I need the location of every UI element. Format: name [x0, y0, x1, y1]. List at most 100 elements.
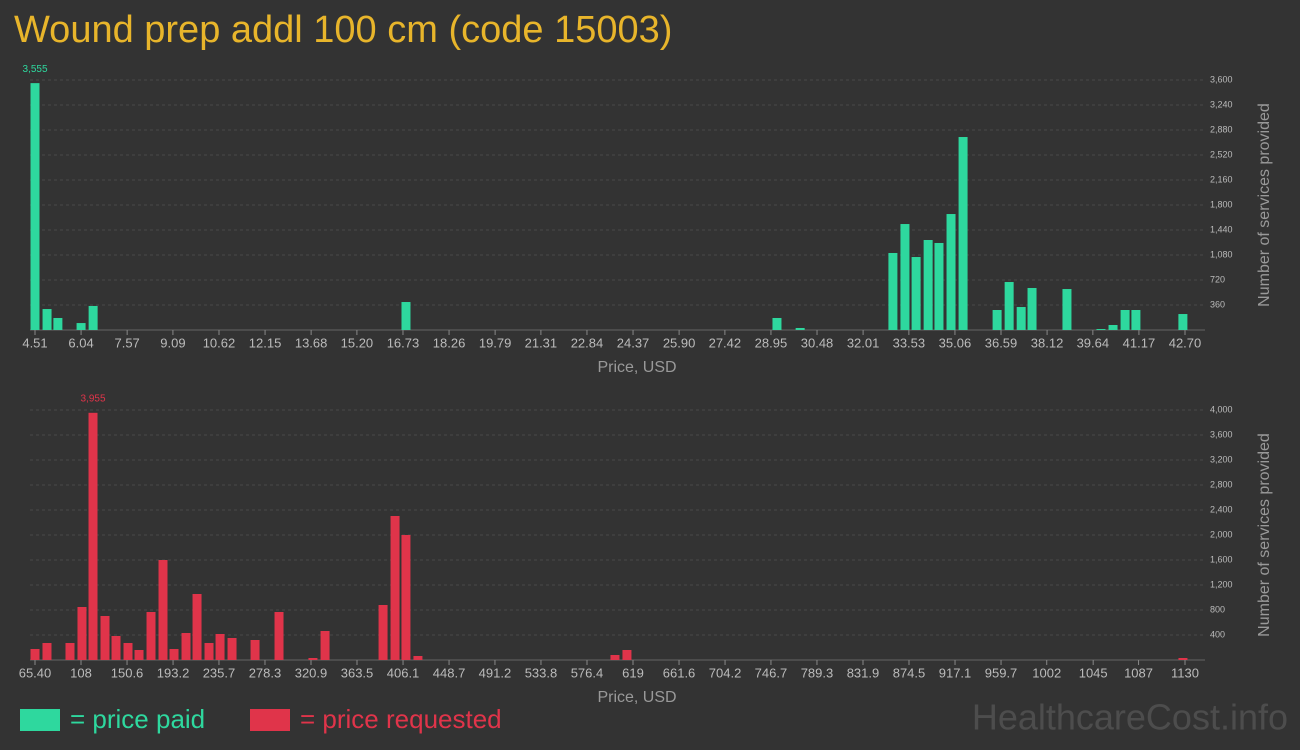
x-axis-label: Price, USD — [597, 689, 676, 706]
x-tick-label: 25.90 — [663, 335, 696, 350]
x-tick-label: 1087 — [1124, 665, 1153, 680]
bar — [88, 305, 98, 330]
x-tick-label: 39.64 — [1077, 335, 1110, 350]
x-tick-label: 406.1 — [387, 665, 420, 680]
bar — [227, 638, 237, 660]
watermark: HealthcareCost.info — [972, 697, 1288, 738]
x-tick-label: 1045 — [1079, 665, 1108, 680]
bar — [911, 257, 921, 330]
bar — [158, 560, 168, 660]
y-tick-label: 2,520 — [1210, 149, 1233, 159]
x-tick-label: 278.3 — [249, 665, 282, 680]
y-tick-label: 1,600 — [1210, 554, 1233, 564]
x-tick-label: 874.5 — [893, 665, 926, 680]
x-tick-label: 448.7 — [433, 665, 466, 680]
x-tick-label: 13.68 — [295, 335, 328, 350]
x-tick-label: 16.73 — [387, 335, 420, 350]
x-tick-label: 15.20 — [341, 335, 374, 350]
x-tick-label: 42.70 — [1169, 335, 1202, 350]
bar — [134, 650, 144, 660]
bar — [1096, 329, 1106, 330]
bar — [274, 612, 284, 660]
legend-swatch — [250, 709, 290, 731]
x-tick-label: 917.1 — [939, 665, 972, 680]
bar — [30, 83, 40, 330]
x-tick-label: 19.79 — [479, 335, 512, 350]
y-tick-label: 2,800 — [1210, 479, 1233, 489]
bar — [30, 649, 40, 660]
x-tick-label: 363.5 — [341, 665, 374, 680]
y-tick-label: 3,600 — [1210, 429, 1233, 439]
bar — [946, 214, 956, 330]
bar — [888, 252, 898, 330]
y-tick-label: 2,400 — [1210, 504, 1233, 514]
bar — [923, 240, 933, 330]
legend-label: = price requested — [300, 704, 502, 734]
x-tick-label: 491.2 — [479, 665, 512, 680]
x-tick-label: 533.8 — [525, 665, 558, 680]
bar — [76, 323, 86, 330]
bar — [1108, 325, 1118, 330]
x-tick-label: 27.42 — [709, 335, 742, 350]
bar — [100, 616, 110, 660]
y-tick-label: 2,000 — [1210, 529, 1233, 539]
x-tick-label: 108 — [70, 665, 92, 680]
bar — [378, 605, 388, 660]
bar — [169, 649, 179, 660]
bar — [413, 656, 423, 660]
x-tick-label: 4.51 — [22, 335, 47, 350]
bar — [610, 655, 620, 660]
x-tick-label: 65.40 — [19, 665, 52, 680]
y-tick-label: 400 — [1210, 629, 1225, 639]
x-tick-label: 32.01 — [847, 335, 880, 350]
bar — [401, 302, 411, 330]
x-tick-label: 1130 — [1171, 665, 1199, 680]
x-tick-label: 746.7 — [755, 665, 788, 680]
legend-label: = price paid — [70, 704, 205, 734]
bar — [308, 658, 318, 660]
y-tick-label: 1,080 — [1210, 249, 1233, 259]
bar — [1131, 310, 1141, 330]
y-tick-label: 1,800 — [1210, 199, 1233, 209]
value-label: 3,555 — [22, 64, 47, 75]
bar — [958, 137, 968, 330]
bar — [1027, 287, 1037, 330]
bar — [622, 650, 632, 660]
x-tick-label: 576.4 — [571, 665, 604, 680]
legend-swatch — [20, 709, 60, 731]
x-tick-label: 35.06 — [939, 335, 972, 350]
y-tick-label: 360 — [1210, 299, 1225, 309]
x-tick-label: 24.37 — [617, 335, 650, 350]
y-axis-label: Number of services provided — [1256, 433, 1273, 637]
chart-title: Wound prep addl 100 cm (code 15003) — [14, 9, 672, 51]
x-tick-label: 1002 — [1032, 665, 1061, 680]
x-tick-label: 21.31 — [525, 335, 558, 350]
x-tick-label: 193.2 — [157, 665, 190, 680]
x-tick-label: 41.17 — [1123, 335, 1156, 350]
x-tick-label: 18.26 — [433, 335, 466, 350]
x-tick-label: 6.04 — [68, 335, 93, 350]
bar — [1004, 282, 1014, 330]
bar — [772, 317, 782, 330]
bar — [401, 535, 411, 660]
x-tick-label: 22.84 — [571, 335, 604, 350]
x-tick-label: 235.7 — [203, 665, 236, 680]
bar — [192, 594, 202, 660]
bar — [1178, 658, 1188, 660]
x-tick-label: 619 — [622, 665, 644, 680]
x-axis-label: Price, USD — [597, 359, 676, 376]
y-tick-label: 3,240 — [1210, 99, 1233, 109]
bar — [320, 631, 330, 660]
y-tick-label: 3,200 — [1210, 454, 1233, 464]
bar — [992, 310, 1002, 330]
value-label: 3,955 — [80, 393, 105, 404]
bar — [1178, 314, 1188, 330]
x-tick-label: 9.09 — [160, 335, 185, 350]
bar — [88, 412, 98, 660]
x-tick-label: 10.62 — [203, 335, 236, 350]
bar — [42, 309, 52, 330]
bar — [181, 633, 191, 660]
x-tick-label: 36.59 — [985, 335, 1018, 350]
x-tick-label: 831.9 — [847, 665, 880, 680]
